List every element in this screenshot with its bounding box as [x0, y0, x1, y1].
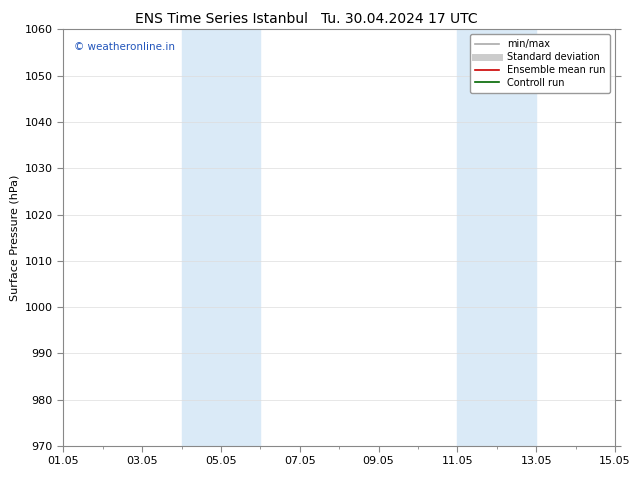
- Y-axis label: Surface Pressure (hPa): Surface Pressure (hPa): [10, 174, 19, 301]
- Text: Tu. 30.04.2024 17 UTC: Tu. 30.04.2024 17 UTC: [321, 12, 478, 26]
- Bar: [181, 29, 261, 446]
- Bar: [457, 29, 497, 446]
- Legend: min/max, Standard deviation, Ensemble mean run, Controll run: min/max, Standard deviation, Ensemble me…: [470, 34, 610, 93]
- Bar: [497, 29, 536, 446]
- Text: © weatheronline.in: © weatheronline.in: [74, 42, 176, 52]
- Text: ENS Time Series Istanbul: ENS Time Series Istanbul: [136, 12, 308, 26]
